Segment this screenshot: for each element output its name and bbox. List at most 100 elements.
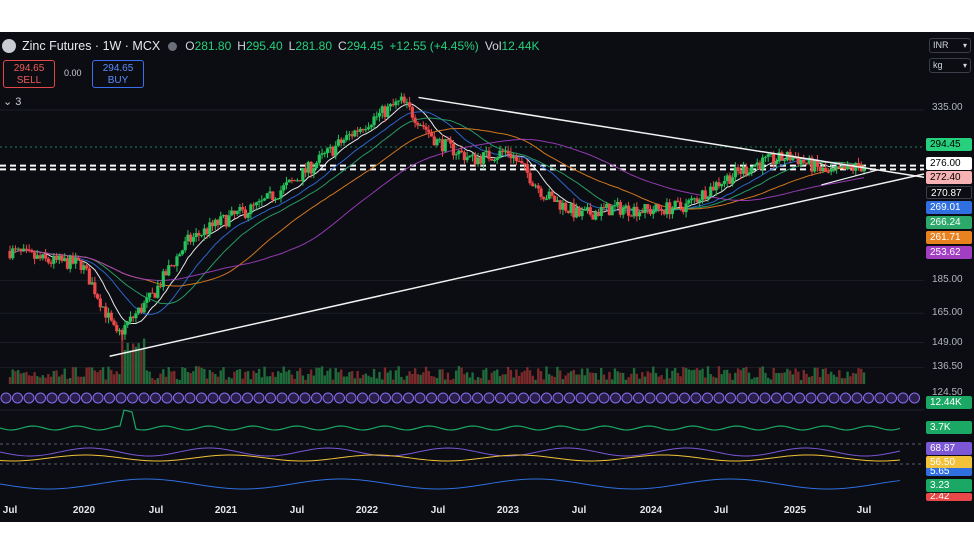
candle-body <box>386 106 390 118</box>
candle-body <box>137 307 141 314</box>
volume-bar <box>654 372 658 384</box>
candle-body <box>845 164 850 170</box>
candle-body <box>802 159 806 163</box>
candle-body <box>46 258 50 263</box>
candle-body <box>241 207 245 210</box>
candle-body <box>755 162 759 166</box>
candle-body <box>372 116 376 126</box>
unit-select[interactable]: kg ▾ <box>929 58 971 73</box>
event-marker <box>138 392 150 404</box>
candle-body <box>731 177 735 184</box>
volume-bar <box>93 370 97 384</box>
volume-bar <box>230 378 233 384</box>
buy-button[interactable]: 294.65 BUY <box>92 60 144 88</box>
candle-body <box>147 292 152 298</box>
candle-body <box>63 258 67 261</box>
candle-body <box>722 181 727 184</box>
event-marker <box>219 392 230 404</box>
volume-bar <box>268 376 272 384</box>
volume-bar <box>780 373 784 384</box>
candle-body <box>334 145 338 156</box>
candle-body <box>254 202 258 206</box>
event-marker <box>115 392 127 404</box>
volume-bar <box>482 369 485 384</box>
chevron-down-icon: ⌄ <box>3 96 13 108</box>
volume-bar <box>96 372 99 384</box>
event-marker <box>380 392 391 404</box>
volume-bar <box>810 376 814 384</box>
volume-bar <box>756 377 759 384</box>
candle-body <box>216 219 220 226</box>
volume-bar <box>575 374 578 384</box>
candle-body <box>95 294 100 299</box>
volume-bar <box>671 370 674 384</box>
volume-bar <box>430 375 433 384</box>
volume-bar <box>137 343 140 384</box>
candle-body <box>692 198 696 200</box>
currency-select[interactable]: INR ▾ <box>929 38 971 53</box>
indicators-toggle[interactable]: ⌄ 3 <box>3 95 21 108</box>
volume-bar <box>506 366 510 384</box>
candle-body <box>364 129 368 131</box>
candle-body <box>150 292 154 294</box>
candle-body <box>616 201 620 206</box>
candle-body <box>74 257 78 264</box>
trendline-upper <box>418 96 925 178</box>
candle-body <box>167 265 171 276</box>
macd-line <box>0 478 901 490</box>
event-marker <box>437 392 449 404</box>
candle-body <box>449 140 453 144</box>
event-marker <box>575 392 587 404</box>
candle-body <box>213 219 217 227</box>
buy-price: 294.65 <box>102 63 134 74</box>
volume-bar <box>835 376 838 384</box>
x-tick-label: Jul <box>289 505 305 516</box>
volume-bar <box>260 377 264 384</box>
volume-bar <box>819 377 822 384</box>
candle-body <box>799 159 803 165</box>
candle-body <box>323 152 327 154</box>
volume-bar <box>786 368 789 384</box>
event-marker <box>184 392 196 404</box>
volume-bar <box>25 371 28 384</box>
candle-body <box>651 211 655 215</box>
candle-body <box>698 199 702 202</box>
candle-body <box>336 139 341 146</box>
ohlc-high: H295.40 <box>237 39 282 53</box>
candle-body <box>342 139 346 143</box>
volume-bar <box>367 375 370 384</box>
event-marker <box>817 392 828 404</box>
chart-panel[interactable]: Zinc Futures · 1W · MCX O281.80 H295.40 … <box>0 32 974 522</box>
symbol-title[interactable]: Zinc Futures · 1W · MCX <box>22 39 161 53</box>
moving-average-line <box>9 128 865 287</box>
volume-bar <box>750 379 753 384</box>
candle-body <box>361 128 365 131</box>
candle-body <box>736 167 740 172</box>
candle-body <box>670 208 674 215</box>
event-marker <box>863 392 874 404</box>
candle-body <box>295 180 300 182</box>
rsi-line <box>0 447 901 457</box>
candle-body <box>87 268 91 285</box>
volume-bar <box>424 366 428 384</box>
osc-tag: 3.23 <box>926 479 972 492</box>
candle-body <box>668 202 672 215</box>
candle-body <box>221 215 226 217</box>
volume-bar <box>441 369 444 384</box>
volume-bar <box>339 369 343 384</box>
volume-bar <box>433 376 436 384</box>
candle-body <box>553 195 557 202</box>
sell-button[interactable]: 294.65 SELL <box>3 60 55 88</box>
candle-body <box>815 160 820 167</box>
candle-body <box>24 248 29 250</box>
volume-bar <box>394 370 398 384</box>
event-marker <box>644 392 656 404</box>
volume-bar <box>454 370 458 384</box>
moving-average-line <box>9 138 865 282</box>
ohlc-open-value: 281.80 <box>194 39 232 53</box>
candle-body <box>514 156 518 161</box>
volume-bar <box>504 374 507 384</box>
price-chart[interactable] <box>0 32 974 522</box>
volume-bar <box>487 379 491 384</box>
volume-bar <box>827 374 830 384</box>
